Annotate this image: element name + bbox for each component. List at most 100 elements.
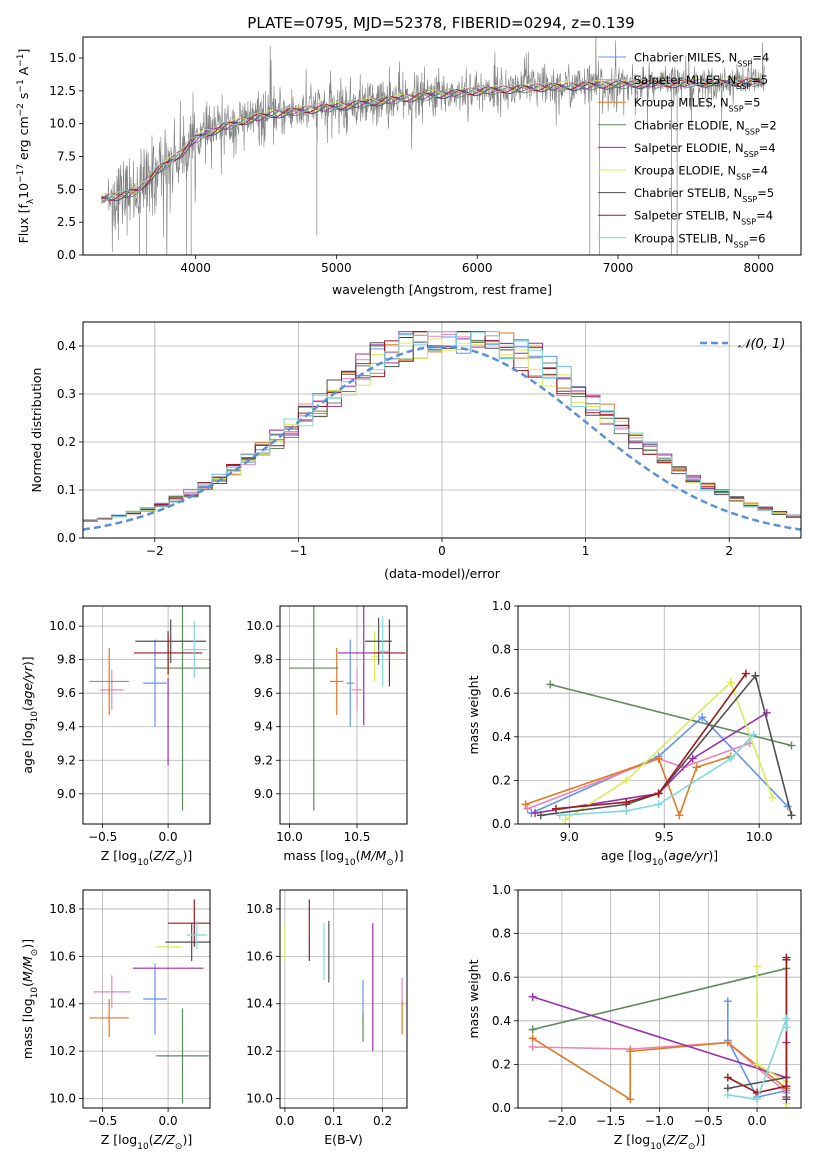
legend-entry-salpeter-miles: Salpeter MILES, NSSP=5	[634, 73, 768, 91]
y-tick-label: 10.2	[49, 1044, 76, 1058]
y-tick-label: 1.0	[492, 883, 511, 897]
y-tick-label: 10.6	[246, 949, 273, 963]
spectrum-panel: 4000 5000 6000 7000 8000 0.0 2.5 5.0 7.5 10.0 12.5…	[16, 36, 802, 297]
residual-histogram-panel: −2 −1 0 1 2 0.0 0.1 0.2 0.3 0.4 (data-model)/error…	[29, 321, 802, 581]
weight-marker-salpeter-elodie	[762, 708, 771, 717]
axes-frame	[279, 889, 408, 1109]
y-tick-label: 9.8	[254, 653, 273, 667]
errorbar-salpeter-miles	[100, 669, 124, 710]
x-tick-label: 10.5	[344, 830, 371, 844]
y-tick-label: 0.8	[492, 927, 511, 941]
x-tick-label: 7000	[603, 261, 634, 275]
weight-marker-chabrier-elodie	[528, 1025, 537, 1034]
weight-marker-kroupa-stelib	[749, 730, 758, 739]
y-tick-label: 2.5	[57, 215, 76, 229]
y-axis-label: mass weight	[466, 675, 481, 754]
legend-entry-normal: 𝒩(0, 1)	[738, 337, 785, 352]
y-tick-label: 9.4	[57, 720, 76, 734]
weight-marker-salpeter-stelib	[654, 789, 663, 798]
y-tick-label: 9.0	[57, 787, 76, 801]
x-axis-label: Z [log10(Z/Z⊙)]	[614, 1132, 705, 1152]
x-tick-label: 2	[725, 544, 733, 558]
plot-area	[89, 899, 210, 1104]
x-tick-label: −1	[290, 544, 308, 558]
legend-entry-kroupa-stelib: Kroupa STELIB, NSSP=6	[634, 231, 765, 249]
y-axis-label: mass weight	[466, 959, 481, 1038]
x-axis-label: Z [log10(Z/Z⊙)]	[101, 1132, 192, 1152]
ticks: −0.5 0.0 10.0 10.2 10.4 10.6 10.8	[49, 902, 177, 1128]
weight-line-chabrier-miles	[727, 1001, 787, 1099]
weight-marker-kroupa-miles	[675, 811, 684, 820]
weight-marker-kroupa-elodie	[622, 776, 631, 785]
x-tick-label: 9.5	[655, 830, 674, 844]
axes-frame	[82, 605, 211, 825]
y-tick-label: 9.2	[254, 753, 273, 767]
model-fit-kroupa-stelib	[101, 76, 765, 201]
normal-distribution-curve	[83, 345, 801, 531]
weight-marker-kroupa-stelib	[555, 811, 564, 820]
legend-entry-chabrier-elodie: Chabrier ELODIE, NSSP=2	[634, 118, 777, 136]
legend: Chabrier MILES, NSSP=4 Salpeter MILES, NS…	[598, 51, 777, 249]
weight-line-chabrier-elodie	[532, 967, 787, 1031]
x-tick-label: 1	[582, 544, 590, 558]
weight-marker-chabrier-stelib	[751, 671, 760, 680]
weight-marker-chabrier-miles	[723, 997, 732, 1006]
weight-marker-kroupa-stelib	[622, 806, 631, 815]
y-axis-label: age [log10(age/yr)]	[20, 656, 40, 773]
y-tick-label: 10.2	[246, 1044, 273, 1058]
y-tick-label: 9.2	[57, 753, 76, 767]
weight-marker-kroupa-miles	[626, 1095, 635, 1104]
errorbar-chabrier-elodie	[155, 606, 210, 811]
weight-marker-salpeter-miles	[528, 1042, 537, 1051]
weight-marker-chabrier-elodie	[546, 680, 555, 689]
weight-marker-chabrier-stelib	[782, 1095, 791, 1104]
weight-marker-salpeter-elodie	[531, 809, 540, 818]
y-tick-label: 9.6	[57, 686, 76, 700]
weight-marker-kroupa-stelib	[782, 1014, 791, 1023]
ticks: −2.0 −1.5 −1.0 −0.5 0.0 0.0 0.2 0.4 0.6 0.8 1.0	[492, 883, 767, 1128]
y-tick-label: 9.4	[254, 720, 273, 734]
y-tick-label: 10.6	[49, 949, 76, 963]
errorbar-kroupa-miles	[89, 999, 129, 1037]
y-tick-label: 0.6	[492, 686, 511, 700]
weight-marker-kroupa-elodie	[753, 1060, 762, 1069]
weight-marker-salpeter-miles	[523, 804, 532, 813]
x-axis-label: mass [log10(M/M⊙)]	[283, 848, 403, 868]
ticks: 9.0 9.5 10.0 0.0 0.2 0.4 0.6 0.8 1.0	[492, 599, 773, 844]
y-tick-label: 7.5	[57, 150, 76, 164]
x-tick-label: −0.5	[694, 1114, 723, 1128]
y-tick-label: 10.0	[49, 1092, 76, 1106]
model-fit-salpeter-elodie	[101, 78, 765, 200]
grid	[83, 890, 210, 1108]
ticks: −0.5 0.0 9.0 9.2 9.4 9.6 9.8 10.0	[49, 619, 177, 844]
errorbar-chabrier-miles	[346, 639, 355, 727]
legend-entry-kroupa-elodie: Kroupa ELODIE, NSSP=4	[634, 164, 768, 182]
x-tick-label: 0	[438, 544, 446, 558]
y-tick-label: 10.0	[49, 117, 76, 131]
plot-area	[528, 953, 791, 1108]
y-tick-label: 1.0	[492, 599, 511, 613]
y-tick-label: 0.4	[492, 730, 511, 744]
x-tick-label: −1.0	[645, 1114, 674, 1128]
weight-marker-kroupa-miles	[521, 800, 530, 809]
y-tick-label: 9.8	[57, 653, 76, 667]
y-tick-label: 10.0	[49, 619, 76, 633]
errorbar-chabrier-stelib	[365, 617, 393, 665]
x-tick-label: 6000	[462, 261, 493, 275]
errorbar-kroupa-stelib	[186, 920, 208, 950]
x-tick-label: 0.2	[373, 1114, 392, 1128]
grid	[280, 890, 407, 1108]
x-tick-label: 5000	[321, 261, 352, 275]
weight-marker-kroupa-stelib	[753, 1095, 762, 1104]
x-tick-label: 0.1	[324, 1114, 343, 1128]
y-axis-label: Normed distribution	[29, 368, 44, 493]
axes-frame	[279, 605, 408, 825]
grid	[83, 606, 210, 824]
weight-marker-kroupa-miles	[654, 754, 663, 763]
axes-frame	[82, 889, 211, 1109]
ticks: 0.0 0.1 0.2 10.0 10.2 10.4 10.6 10.8	[246, 902, 392, 1128]
axes-frame	[517, 605, 802, 825]
y-tick-label: 0.8	[492, 643, 511, 657]
weight-line-kroupa-elodie	[565, 680, 774, 821]
y-tick-label: 5.0	[57, 182, 76, 196]
